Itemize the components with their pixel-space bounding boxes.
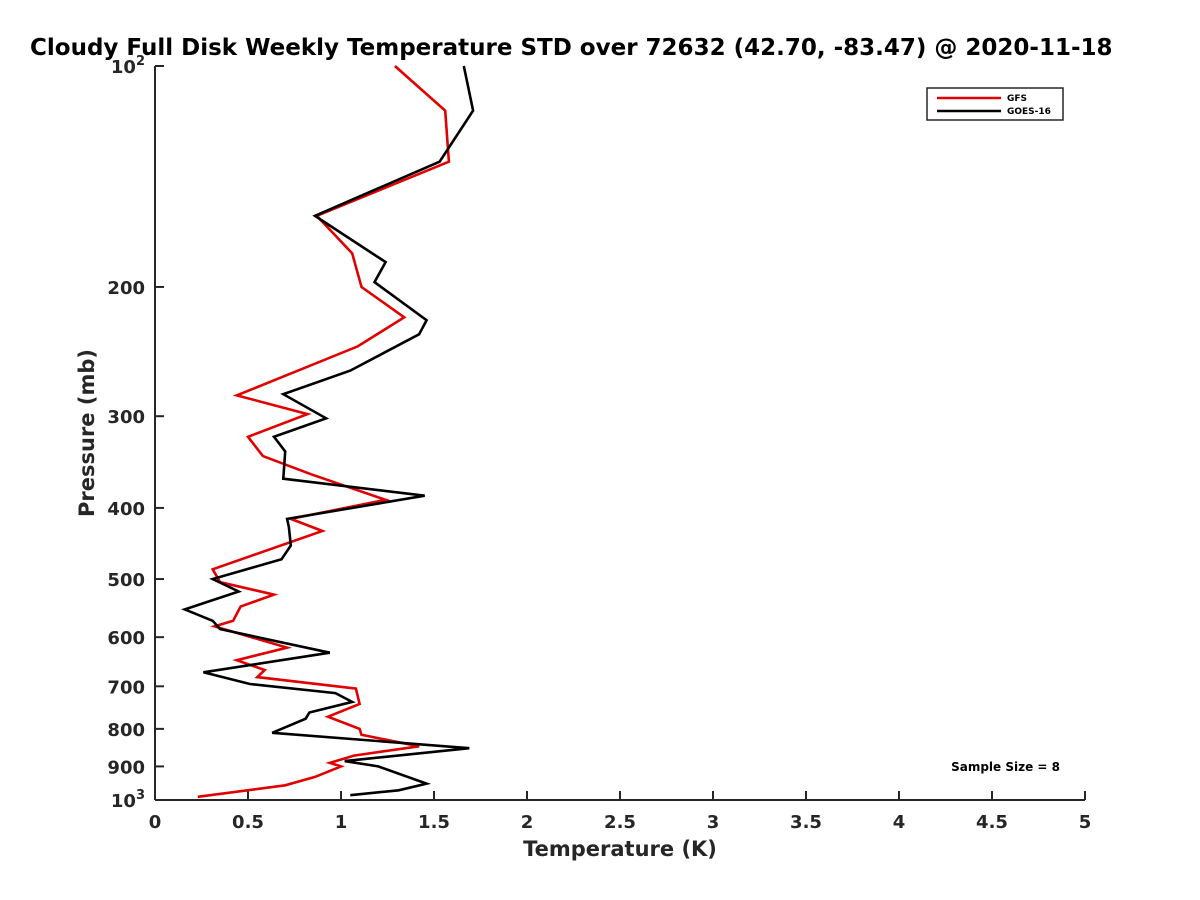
x-tick-label: 3.5 — [790, 812, 822, 833]
series-line-gfs — [197, 65, 451, 799]
x-tick-label: 2 — [521, 812, 534, 833]
x-tick-label: 1.5 — [418, 812, 450, 833]
y-tick-label: 500 — [107, 570, 145, 591]
x-tick-label: 4 — [893, 812, 906, 833]
x-tick-label: 2.5 — [604, 812, 636, 833]
chart-title: Cloudy Full Disk Weekly Temperature STD … — [30, 35, 1113, 61]
y-tick-label: 900 — [107, 757, 145, 778]
y-tick-label: 103 — [111, 788, 145, 812]
x-axis-label: Temperature (K) — [523, 837, 717, 861]
legend-label: GFS — [1007, 94, 1027, 104]
y-tick-label: 400 — [107, 499, 145, 520]
plot-area: 0 0.5 1 1.5 2 2.5 3 3.5 4 4.5 5 102 200 300 400 500 600 7… — [107, 54, 1091, 833]
y-tick-label: 700 — [107, 677, 145, 698]
legend-label: GOES-16 — [1007, 107, 1051, 117]
y-tick-label: 800 — [107, 720, 145, 741]
x-tick-label: 1 — [335, 812, 348, 833]
y-tick-label: 102 — [111, 54, 145, 78]
x-tick-label: 3 — [707, 812, 720, 833]
x-tick-label: 5 — [1079, 812, 1092, 833]
series-line-goes-16 — [181, 65, 475, 797]
legend-box — [926, 87, 1064, 121]
x-tick-label: 0 — [149, 812, 162, 833]
y-tick-label: 300 — [107, 407, 145, 428]
x-tick-label: 0.5 — [232, 812, 264, 833]
y-tick-label: 600 — [107, 628, 145, 649]
y-tick-label: 200 — [107, 278, 145, 299]
y-axis-label: Pressure (mb) — [75, 349, 99, 517]
sample-size-annotation: Sample Size = 8 — [951, 760, 1060, 774]
x-tick-label: 4.5 — [976, 812, 1008, 833]
